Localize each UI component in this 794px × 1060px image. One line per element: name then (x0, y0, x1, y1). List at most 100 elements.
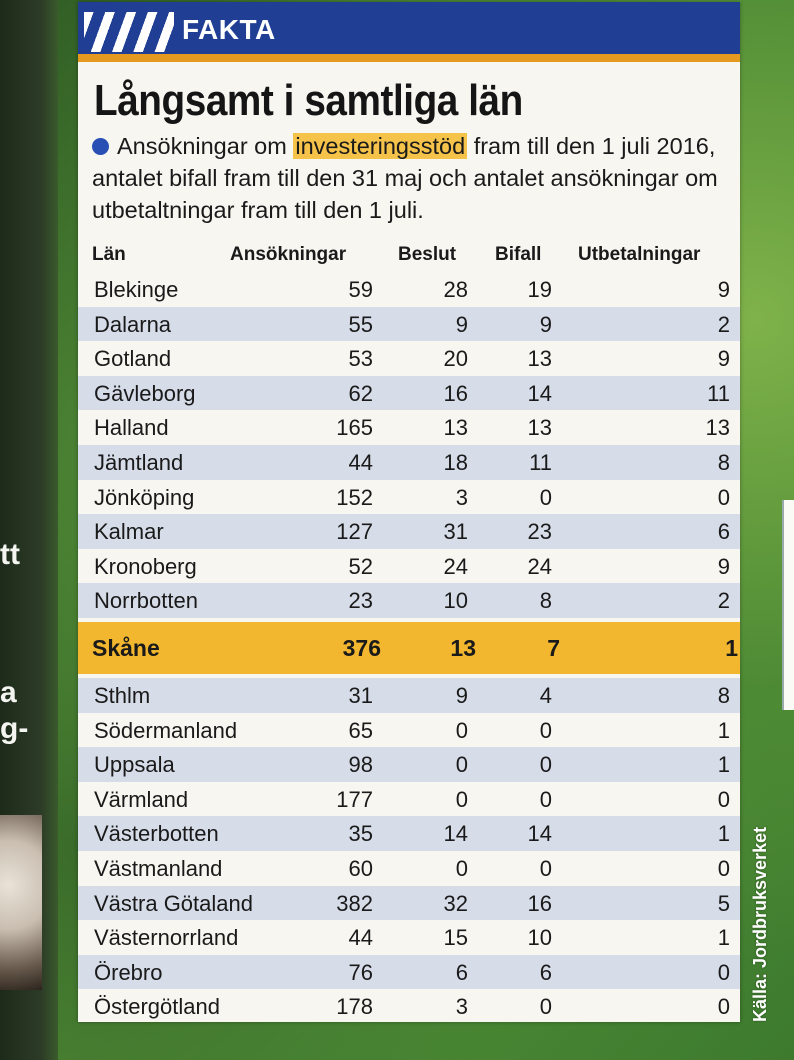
cell-beslut: 0 (455, 855, 468, 881)
cell-utbetalningar: 0 (717, 959, 730, 985)
table-row: Kalmar 127 31 23 6 (78, 514, 740, 549)
cell-lan: Örebro (94, 959, 163, 985)
cell-bifall: 8 (539, 588, 552, 614)
cell-ansokningar: 60 (348, 855, 373, 881)
cell-utbetalningar: 8 (717, 682, 730, 708)
cell-ansokningar: 76 (348, 959, 373, 985)
banner-label: FAKTA (182, 14, 276, 45)
cell-lan: Gävleborg (94, 380, 196, 406)
cell-bifall: 16 (527, 890, 552, 916)
cell-utbetalningar: 6 (717, 519, 730, 545)
cell-ansokningar: 52 (348, 553, 373, 579)
cell-ansokningar: 65 (348, 717, 373, 743)
table-body: Blekinge 59 28 19 9 Dalarna 55 9 9 2 Gotland 53 20 13… (78, 272, 740, 1022)
cell-utbetalningar: 9 (717, 346, 730, 372)
cell-ansokningar: 376 (342, 634, 381, 661)
cell-utbetalningar: 8 (717, 449, 730, 475)
table-row: Norrbotten 23 10 8 2 (78, 583, 740, 618)
cell-lan: Jönköping (94, 484, 195, 510)
headline: Långsamt i samtliga län (94, 76, 523, 125)
cell-bifall: 13 (527, 346, 552, 372)
cell-beslut: 16 (443, 380, 468, 406)
cell-bifall: 10 (527, 925, 552, 951)
cell-utbetalningar: 0 (717, 786, 730, 812)
header-ansokningar: Ansökningar (230, 244, 347, 265)
table-row: Uppsala 98 0 0 1 (78, 747, 740, 782)
cell-ansokningar: 178 (336, 994, 373, 1020)
table-header: Län Ansökningar Beslut Bifall Utbetalnin… (78, 240, 740, 272)
cell-beslut: 0 (455, 752, 468, 778)
cell-lan: Uppsala (94, 752, 175, 778)
adjacent-text-fragment: a (0, 676, 17, 709)
table-row: Södermanland 65 0 0 1 (78, 712, 740, 748)
cell-utbetalningar: 1 (725, 634, 738, 661)
banner-stripes-decoration (84, 12, 174, 52)
cell-beslut: 15 (443, 925, 468, 951)
cell-bifall: 14 (527, 821, 552, 847)
cell-ansokningar: 62 (348, 380, 373, 406)
cell-beslut: 3 (455, 994, 468, 1020)
cell-ansokningar: 55 (348, 311, 373, 337)
cell-beslut: 13 (443, 415, 468, 441)
banner-rule (78, 54, 740, 62)
cell-utbetalningar: 1 (717, 925, 730, 951)
cell-utbetalningar: 0 (717, 484, 730, 510)
cell-beslut: 13 (450, 634, 476, 661)
table-row-highlighted: Skåne 376 13 7 1 (78, 621, 740, 674)
table-row: Gotland 53 20 13 9 (78, 341, 740, 376)
cell-utbetalningar: 2 (717, 311, 730, 337)
table-row: Gävleborg 62 16 14 11 (78, 375, 740, 411)
cell-ansokningar: 98 (348, 752, 373, 778)
cell-lan: Norrbotten (94, 588, 198, 614)
fact-banner: FAKTA (78, 2, 740, 54)
cell-utbetalningar: 0 (717, 994, 730, 1020)
cell-lan: Värmland (94, 786, 189, 812)
cell-ansokningar: 177 (336, 786, 373, 812)
cell-ansokningar: 152 (336, 484, 373, 510)
cell-ansokningar: 53 (348, 346, 373, 372)
cell-lan: Blekinge (94, 277, 179, 302)
cell-bifall: 0 (539, 484, 552, 510)
cell-beslut: 32 (443, 890, 468, 916)
header-lan: Län (92, 244, 126, 265)
cell-ansokningar: 382 (336, 890, 373, 916)
cell-lan: Dalarna (94, 311, 172, 337)
cell-beslut: 6 (455, 959, 468, 985)
table-row: Halland 165 13 13 13 (78, 410, 740, 445)
cell-beslut: 0 (455, 717, 468, 743)
cell-beslut: 24 (443, 553, 468, 579)
cell-bifall: 23 (527, 519, 552, 545)
table-row: Sthlm 31 9 4 8 (78, 677, 740, 713)
cell-beslut: 18 (443, 449, 468, 475)
table-row: Jönköping 152 3 0 0 (78, 479, 740, 515)
bullet-dot-icon (92, 138, 109, 155)
cell-utbetalningar: 1 (717, 821, 730, 847)
cell-utbetalningar: 0 (717, 855, 730, 881)
cell-lan: Halland (94, 415, 169, 441)
cell-ansokningar: 165 (336, 415, 373, 441)
table-row: Östergötland 178 3 0 0 (78, 989, 740, 1022)
cell-lan: Västerbotten (94, 821, 219, 847)
adjacent-portrait-photo (0, 815, 42, 990)
cell-ansokningar: 35 (348, 821, 373, 847)
table-row: Västmanland 60 0 0 0 (78, 850, 740, 886)
cell-bifall: 0 (539, 855, 552, 881)
table-row: Örebro 76 6 6 0 (78, 954, 740, 990)
header-bifall: Bifall (495, 244, 542, 265)
cell-lan: Gotland (94, 346, 172, 372)
cell-bifall: 14 (527, 380, 552, 406)
cell-beslut: 20 (443, 346, 468, 372)
cell-bifall: 7 (547, 634, 560, 661)
cell-ansokningar: 44 (348, 449, 373, 475)
cell-beslut: 28 (443, 277, 468, 302)
table-row: Kronoberg 52 24 24 9 (78, 548, 740, 584)
intro-text: Ansökningar om investeringsstöd fram til… (92, 130, 728, 226)
header-utbetalningar: Utbetalningar (578, 244, 701, 265)
cell-lan: Västra Götaland (94, 890, 253, 916)
header-beslut: Beslut (398, 244, 457, 265)
cell-lan: Västmanland (94, 855, 223, 881)
adjacent-callout-box (782, 500, 794, 710)
cell-utbetalningar: 11 (707, 380, 730, 406)
cell-bifall: 6 (539, 959, 552, 985)
table-row: Västernorrland 44 15 10 1 (78, 920, 740, 955)
